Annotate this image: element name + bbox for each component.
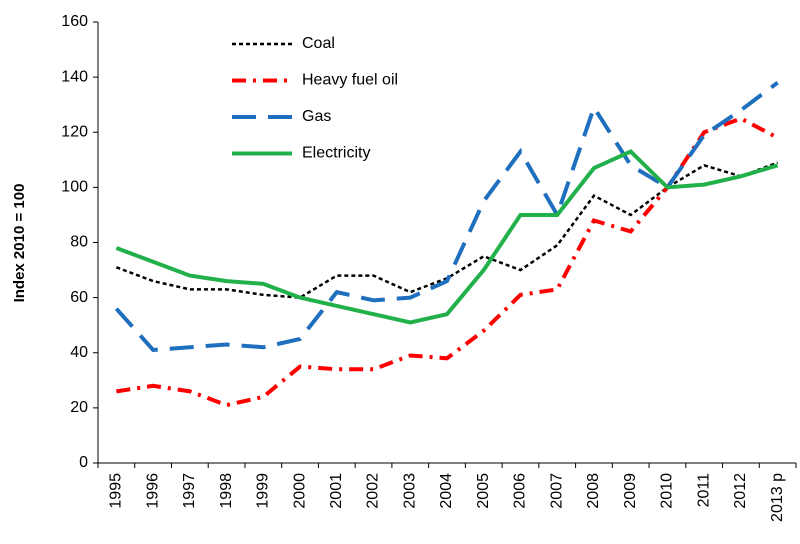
series-line bbox=[116, 116, 779, 408]
x-tick-label: 2007 bbox=[548, 473, 565, 509]
x-tick-label: 2012 bbox=[732, 473, 749, 509]
x-tick-label: 1996 bbox=[144, 473, 161, 509]
x-tick-label: 2000 bbox=[291, 473, 308, 509]
legend-label: Gas bbox=[302, 108, 331, 125]
y-tick-label: 120 bbox=[61, 123, 88, 140]
y-tick-label: 140 bbox=[61, 68, 88, 85]
x-tick-label: 1997 bbox=[181, 473, 198, 509]
x-tick-label: 1995 bbox=[108, 473, 125, 509]
x-tick-label: 2002 bbox=[365, 473, 382, 509]
y-tick-label: 40 bbox=[70, 344, 88, 361]
x-tick-label: 2003 bbox=[401, 473, 418, 509]
series-line bbox=[114, 81, 779, 353]
y-tick-label: 20 bbox=[70, 399, 88, 416]
y-axis-label: Index 2010 = 100 bbox=[11, 184, 28, 303]
series-line bbox=[115, 149, 779, 325]
y-tick-label: 60 bbox=[70, 289, 88, 306]
x-tick-label: 1999 bbox=[255, 473, 272, 509]
y-tick-label: 0 bbox=[79, 454, 88, 471]
x-tick-label: 2005 bbox=[475, 473, 492, 509]
y-tick-label: 80 bbox=[70, 234, 88, 251]
legend-label: Electricity bbox=[302, 145, 370, 162]
x-tick-label: 1998 bbox=[218, 473, 235, 509]
x-tick-label: 2006 bbox=[512, 473, 529, 509]
x-tick-label: 2009 bbox=[622, 473, 639, 509]
y-tick-label: 100 bbox=[61, 179, 88, 196]
legend-label: Heavy fuel oil bbox=[302, 72, 398, 89]
y-tick-label: 160 bbox=[61, 13, 88, 30]
x-tick-label: 2004 bbox=[438, 473, 455, 509]
x-tick-label: 2001 bbox=[328, 473, 345, 509]
x-tick-label: 2013 p bbox=[769, 473, 786, 522]
x-tick-label: 2008 bbox=[585, 473, 602, 509]
x-tick-label: 2010 bbox=[659, 473, 676, 509]
x-tick-label: 2011 bbox=[695, 473, 712, 508]
legend-label: Coal bbox=[302, 35, 335, 52]
